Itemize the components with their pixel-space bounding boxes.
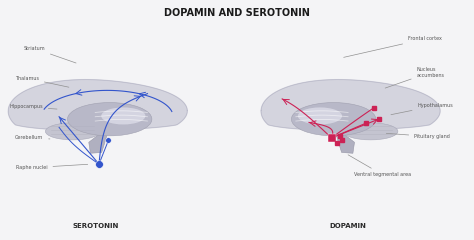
Ellipse shape: [46, 123, 100, 140]
Text: Cerebellum: Cerebellum: [15, 135, 50, 140]
Text: Thalamus: Thalamus: [15, 76, 69, 87]
Text: Hypothalamus: Hypothalamus: [391, 103, 453, 115]
Text: Frontal cortex: Frontal cortex: [344, 36, 442, 57]
Text: Nucleus
accumbens: Nucleus accumbens: [385, 67, 445, 88]
Text: Striatum: Striatum: [23, 46, 76, 63]
Polygon shape: [261, 80, 440, 130]
Text: Ventral tegmental area: Ventral tegmental area: [348, 155, 411, 177]
Text: DOPAMIN: DOPAMIN: [329, 222, 366, 228]
Text: Raphe nuclei: Raphe nuclei: [16, 164, 88, 170]
Ellipse shape: [298, 108, 342, 125]
Ellipse shape: [101, 108, 146, 125]
Ellipse shape: [343, 123, 398, 140]
Text: Pituitary gland: Pituitary gland: [386, 133, 450, 139]
Text: DOPAMIN AND SEROTONIN: DOPAMIN AND SEROTONIN: [164, 8, 310, 18]
Polygon shape: [89, 134, 107, 153]
Ellipse shape: [292, 102, 376, 136]
Text: SEROTONIN: SEROTONIN: [72, 222, 118, 228]
Polygon shape: [336, 134, 355, 153]
Polygon shape: [9, 80, 187, 130]
Text: Hippocampus: Hippocampus: [9, 104, 57, 109]
Ellipse shape: [67, 102, 152, 136]
